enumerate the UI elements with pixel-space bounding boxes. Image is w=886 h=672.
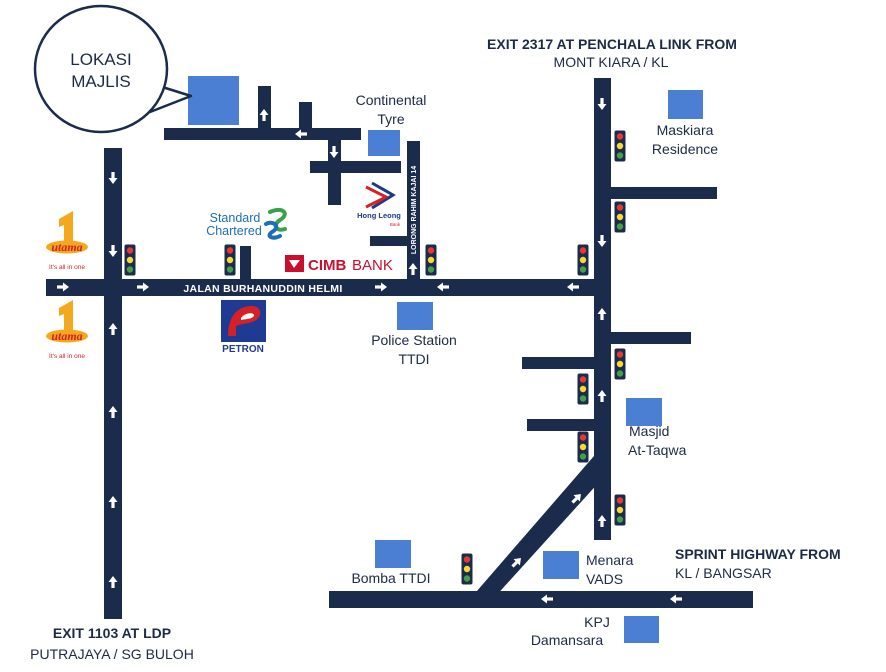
continental-label-2: Tyre: [377, 111, 404, 127]
cimb-icon: [289, 260, 300, 268]
cimb-bank-word: BANK: [352, 257, 393, 274]
traffic-light-icon: [577, 431, 589, 463]
bomba-label: Bomba TTDI: [351, 570, 430, 586]
cimb-bank-logo: CIMB BANK: [285, 255, 393, 274]
1utama-logo-bottom: 1 utama It's all in one: [46, 300, 88, 360]
maskiara-label-1: Maskiara: [657, 122, 714, 138]
hong-leong-bank-logo: Hong Leong Bank: [357, 181, 401, 227]
road-right-branch-1: [609, 187, 717, 199]
road-upper-mid-vertical: [299, 102, 312, 132]
road-bottom: [329, 591, 753, 608]
traffic-light-icon: [224, 244, 236, 276]
kpj-label-1: KPJ: [584, 614, 610, 630]
maskiara-label-2: Residence: [652, 141, 718, 157]
traffic-light-icon: [614, 130, 626, 162]
1utama-logo-top: 1 utama It's all in one: [46, 211, 88, 271]
road-lorong-stub: [370, 236, 408, 246]
standard-chartered-icon: [268, 207, 287, 232]
petron-word: PETRON: [222, 344, 264, 355]
road-left-branch-2: [527, 419, 595, 431]
hong-leong-line1: Hong Leong: [357, 211, 401, 220]
exit-right-line1: SPRINT HIGHWAY FROM: [675, 546, 841, 562]
road-right-branch-2: [609, 332, 691, 344]
traffic-light-icon: [461, 553, 473, 585]
direction-arrows: [57, 98, 682, 604]
traffic-light-icon: [577, 373, 589, 405]
hong-leong-icon: [365, 181, 396, 210]
1utama-tagline: It's all in one: [49, 353, 85, 360]
1utama-name: utama: [51, 329, 82, 343]
road-name-main: JALAN BURHANUDDIN HELMI: [183, 283, 342, 295]
speech-bubble-lokasi-majlis: LOKASI MAJLIS: [33, 4, 193, 134]
block-kpj: [624, 616, 659, 643]
road-inner-horizontal: [310, 161, 401, 173]
masjid-label-1: Masjid: [629, 423, 669, 439]
block-lokasi-majlis: [188, 76, 239, 125]
bubble-line1: LOKASI: [70, 50, 131, 69]
masjid-label-2: At-Taqwa: [628, 442, 687, 458]
building-blocks: [188, 76, 703, 643]
1utama-number: 1: [67, 324, 68, 326]
standard-chartered-line1: Standard: [210, 211, 261, 225]
road-inner-vertical: [328, 139, 341, 205]
block-masjid: [626, 398, 662, 426]
road-standard-chartered-stub: [240, 246, 251, 280]
menara-label-1: Menara: [586, 552, 634, 568]
road-left-branch-1: [522, 357, 595, 369]
standard-chartered-logo: Standard Chartered: [206, 207, 287, 240]
1utama-number: 1: [67, 235, 68, 237]
police-label-1: Police Station: [371, 332, 457, 348]
bubble-line2: MAJLIS: [71, 72, 131, 91]
traffic-light-icon: [425, 244, 437, 276]
block-menara-vads: [543, 551, 579, 579]
kpj-label-2: Damansara: [531, 632, 604, 648]
exit-bottom-line2: PUTRAJAYA / SG BULOH: [30, 646, 194, 662]
block-bomba: [375, 540, 411, 568]
road-network: [46, 78, 753, 619]
road-name-lorong: LORONG RAHIM KAJAI 14: [411, 166, 418, 254]
traffic-light-icon: [124, 244, 136, 276]
1utama-tagline: It's all in one: [49, 264, 85, 271]
block-continental-tyre: [368, 130, 400, 156]
police-label-2: TTDI: [398, 351, 429, 367]
traffic-light-icon: [614, 348, 626, 380]
block-police-station: [397, 302, 433, 330]
continental-label-1: Continental: [356, 92, 427, 108]
exit-top-line2: MONT KIARA / KL: [554, 54, 669, 70]
exit-top-line1: EXIT 2317 AT PENCHALA LINK FROM: [487, 36, 737, 52]
road-top-stub: [258, 86, 271, 130]
block-maskiara-residence: [668, 90, 703, 119]
road-jalan-burhanuddin-helmi: [46, 279, 609, 296]
cimb-word: CIMB: [308, 257, 346, 274]
hong-leong-line2: Bank: [390, 222, 401, 227]
standard-chartered-line2: Chartered: [206, 224, 262, 238]
petron-logo: PETRON: [221, 300, 266, 355]
road-left-vertical: [104, 148, 122, 619]
menara-label-2: VADS: [586, 571, 623, 587]
1utama-name: utama: [51, 240, 82, 254]
exit-right-line2: KL / BANGSAR: [675, 565, 772, 581]
road-diagonal: [470, 456, 611, 599]
traffic-light-icon: [614, 201, 626, 233]
traffic-light-icon: [614, 494, 626, 526]
road-lorong-rahim-kajai-14: [407, 141, 420, 281]
traffic-light-icon: [577, 244, 589, 276]
exit-bottom-line1: EXIT 1103 AT LDP: [53, 625, 171, 641]
